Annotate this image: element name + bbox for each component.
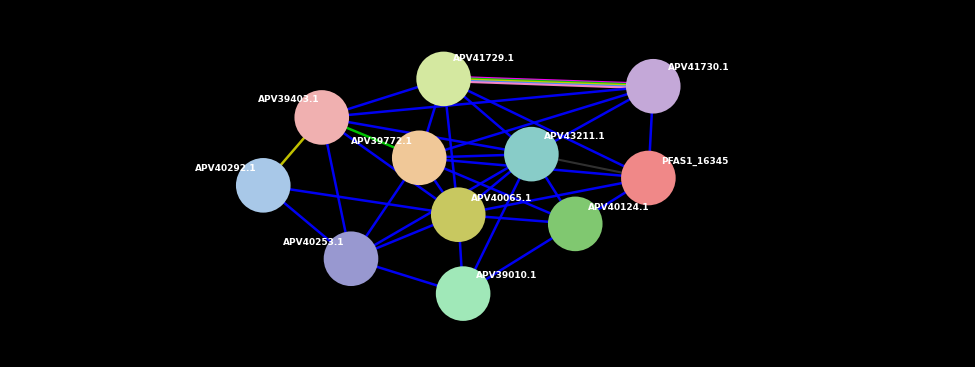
Ellipse shape (626, 59, 681, 113)
Ellipse shape (416, 52, 471, 106)
Text: APV40253.1: APV40253.1 (283, 238, 344, 247)
Ellipse shape (236, 158, 291, 212)
Text: PFAS1_16345: PFAS1_16345 (661, 157, 728, 166)
Text: APV40124.1: APV40124.1 (588, 203, 649, 212)
Text: APV39403.1: APV39403.1 (258, 95, 320, 104)
Text: APV40292.1: APV40292.1 (195, 164, 256, 173)
Ellipse shape (324, 232, 378, 286)
Ellipse shape (392, 131, 447, 185)
Text: APV39772.1: APV39772.1 (351, 137, 412, 146)
Text: APV41730.1: APV41730.1 (668, 63, 729, 72)
Text: APV43211.1: APV43211.1 (544, 132, 605, 141)
Text: APV39010.1: APV39010.1 (476, 272, 537, 280)
Text: APV40065.1: APV40065.1 (471, 194, 532, 203)
Ellipse shape (294, 90, 349, 145)
Ellipse shape (621, 151, 676, 205)
Ellipse shape (504, 127, 559, 181)
Ellipse shape (548, 197, 603, 251)
Ellipse shape (436, 266, 490, 321)
Ellipse shape (431, 188, 486, 242)
Text: APV41729.1: APV41729.1 (453, 54, 515, 63)
